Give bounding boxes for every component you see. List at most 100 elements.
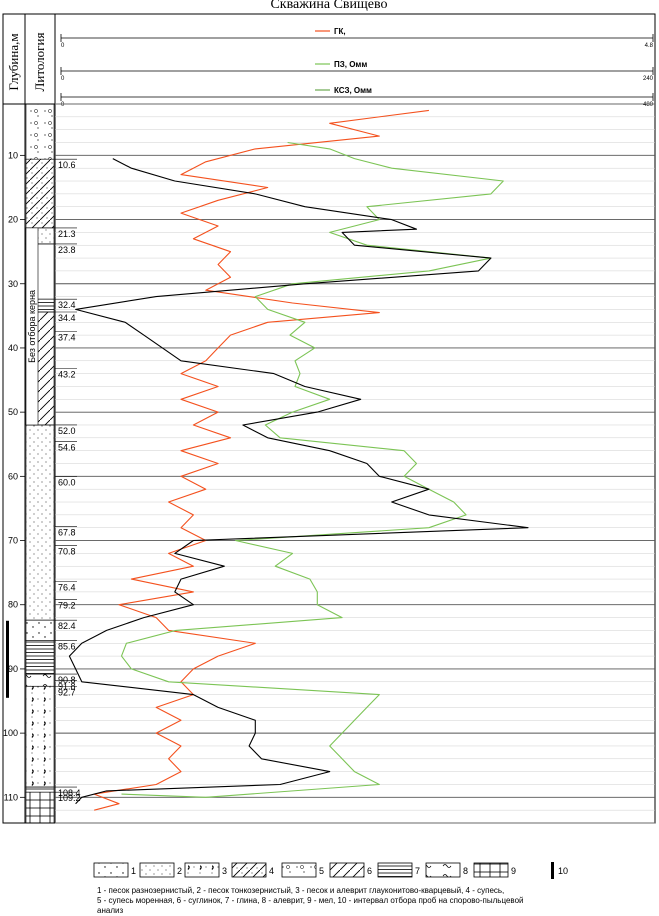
column-headers: Глубина,м Литология — [6, 33, 47, 92]
depth-tick-label: 40 — [8, 343, 18, 353]
lithology-layer — [25, 619, 55, 641]
layer-boundary-label: 37.4 — [58, 332, 76, 342]
depth-column-header: Глубина,м — [6, 33, 21, 90]
legend-number: 7 — [415, 866, 420, 876]
legend-swatch — [329, 862, 365, 878]
legend-item-1: 1 — [93, 862, 136, 878]
legend-number: 9 — [511, 866, 516, 876]
lithology-layer — [25, 673, 55, 687]
legend-swatch — [425, 862, 461, 878]
legend-swatch — [473, 862, 509, 878]
track-max-label: 240 — [643, 76, 654, 82]
legend-swatch — [139, 862, 175, 878]
legend-number: 8 — [463, 866, 468, 876]
frame-outline — [2, 13, 656, 824]
track-max-label: 4.8 — [645, 43, 654, 49]
legend-item-2: 2 — [139, 862, 182, 878]
legend-item-7: 7 — [377, 862, 420, 878]
track-legend-2: ПЗ, Омм 0 240 — [61, 60, 654, 82]
layer-boundary-label: 34.4 — [58, 313, 76, 323]
layer-boundary-label: 23.8 — [58, 245, 76, 255]
log-curve-2 — [120, 141, 504, 798]
layer-boundary-label: 82.4 — [58, 621, 76, 631]
track-name: КСЗ, Омм — [334, 86, 372, 95]
lithology-layer — [25, 424, 55, 621]
lithology-column: Без отбора керна — [6, 103, 55, 824]
layer-boundary-label: 108.4 — [58, 788, 81, 798]
depth-tick-label: 10 — [8, 150, 18, 160]
chart-title: Скважина Свищево — [270, 0, 387, 12]
lithology-layer — [25, 786, 55, 793]
lithology-layer — [25, 640, 55, 675]
depth-tick-label: 50 — [8, 407, 18, 417]
legend-item-6: 6 — [329, 862, 372, 878]
no-core-label: Без отбора керна — [27, 290, 37, 363]
lithology-layer — [25, 791, 55, 824]
legend-number: 3 — [222, 866, 227, 876]
layer-boundary-label: 10.6 — [58, 160, 76, 170]
legend-swatch — [551, 862, 554, 879]
legend-text-line-3: анализ — [97, 906, 124, 915]
depth-tick-label: 80 — [8, 600, 18, 610]
legend-swatches: 1 2 3 4 5 6 7 8 9 10 — [93, 862, 568, 879]
legend-number: 4 — [269, 866, 274, 876]
lithology-layer — [25, 158, 55, 229]
lithology-layer — [25, 685, 55, 788]
depth-tick-label: 110 — [4, 792, 18, 802]
layer-boundary-label: 85.6 — [58, 642, 76, 652]
pollen-sample-interval — [6, 620, 9, 698]
layer-boundary-label: 54.6 — [58, 443, 76, 453]
layer-boundary-label: 60.0 — [58, 477, 76, 487]
legend-text-line-1: 1 - песок разнозернистый, 2 - песок тонк… — [97, 886, 505, 895]
legend-item-3: 3 — [184, 862, 227, 878]
track-legend-3: КСЗ, Омм 0 480 — [61, 86, 654, 108]
no-core-box — [25, 227, 39, 426]
track-min-label: 0 — [61, 43, 65, 49]
legend-text-line-2: 5 - супесь моренная, 6 - суглинок, 7 - г… — [97, 896, 524, 905]
track-max-label: 480 — [643, 102, 654, 108]
legend-swatch — [281, 862, 317, 878]
log-curves — [68, 109, 529, 811]
legend-item-8: 8 — [425, 862, 468, 878]
depth-tick-label: 100 — [3, 728, 18, 738]
log-frame — [2, 13, 656, 824]
legend-swatch — [377, 862, 413, 878]
layer-boundary-label: 32.4 — [58, 300, 76, 310]
legend-number: 1 — [131, 866, 136, 876]
legend-number: 6 — [367, 866, 372, 876]
legend-swatch — [93, 862, 129, 878]
track-min-label: 0 — [61, 76, 65, 82]
layer-boundary-label: 92.7 — [58, 687, 76, 697]
legend-item-9: 9 — [473, 862, 516, 878]
legend-swatch — [184, 862, 220, 878]
depth-tick-label: 90 — [8, 664, 18, 674]
log-curve-3 — [68, 158, 529, 805]
track-legend-1: ГК, 0 4.8 — [61, 27, 654, 49]
lithology-layer — [25, 103, 55, 160]
layer-boundary-label: 79.2 — [58, 601, 76, 611]
layer-boundary-label: 52.0 — [58, 426, 76, 436]
depth-axis: 10 20 30 40 50 60 70 80 90 100 110 — [3, 150, 25, 802]
layer-boundary-label: 109.2 — [58, 793, 81, 803]
layer-boundary-label: 70.8 — [58, 547, 76, 557]
layer-boundary-label: 76.4 — [58, 583, 76, 593]
track-name: ПЗ, Омм — [334, 60, 367, 69]
legend-number: 10 — [558, 866, 568, 876]
depth-tick-label: 20 — [8, 215, 18, 225]
legend-item-4: 4 — [231, 862, 274, 878]
track-headers: ГК, 0 4.8 ПЗ, Омм 0 240 КСЗ, Омм 0 480 — [60, 27, 654, 108]
legend-number: 2 — [177, 866, 182, 876]
legend-number: 5 — [319, 866, 324, 876]
track-min-label: 0 — [61, 102, 65, 108]
legend-text: 1 - песок разнозернистый, 2 - песок тонк… — [97, 886, 637, 916]
log-curve-1 — [93, 109, 429, 811]
layer-boundary-label: 67.8 — [58, 527, 76, 537]
track-name: ГК, — [334, 27, 346, 36]
layer-boundary-label: 90.8 — [58, 675, 76, 685]
legend-item-10: 10 — [551, 862, 568, 879]
depth-tick-label: 70 — [8, 536, 18, 546]
layer-boundary-label: 43.2 — [58, 369, 76, 379]
depth-tick-label: 30 — [8, 279, 18, 289]
layer-boundary-label: 21.3 — [58, 229, 76, 239]
